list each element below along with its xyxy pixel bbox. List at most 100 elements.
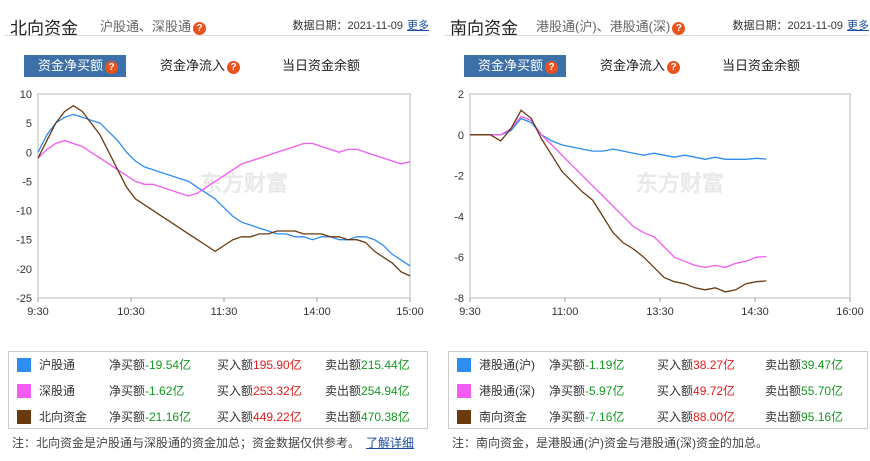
legend-buy: 买入额449.22亿	[217, 410, 302, 424]
y-tick-label: 2	[458, 89, 464, 101]
legend-buy: 买入额49.72亿	[657, 384, 736, 398]
plot-frame	[37, 93, 411, 299]
help-icon[interactable]: ?	[227, 61, 241, 74]
legend-net-buy: 净买额-1.62亿	[109, 384, 185, 398]
help-icon[interactable]: ?	[105, 61, 119, 74]
legend-table: 港股通(沪) 净买额-1.19亿 买入额38.27亿 卖出额39.47亿港股通(深) 净…	[448, 351, 868, 429]
watermark: 东方财富	[636, 171, 724, 196]
y-tick-label: -5	[22, 176, 32, 188]
legend-swatch	[457, 358, 471, 372]
help-icon[interactable]: ?	[545, 61, 559, 74]
y-tick-label: -15	[16, 235, 32, 247]
y-tick-label: -25	[16, 293, 32, 305]
legend-swatch	[17, 384, 31, 398]
series-line-1	[37, 139, 411, 197]
y-tick-label: -8	[454, 293, 464, 305]
panel-title: 南向资金	[450, 19, 518, 38]
panel-title: 北向资金	[10, 19, 78, 38]
x-tick-label: 14:30	[741, 306, 769, 318]
x-tick-label: 9:30	[27, 306, 48, 318]
footnote: 注：北向资金是沪股通与深股通的资金加总；资金数据仅供参考。 了解详细	[12, 436, 415, 450]
tab-net-inflow[interactable]: 资金净流入?	[160, 55, 241, 77]
x-tick-label: 9:30	[459, 306, 480, 318]
legend-row: 港股通(深) 净买额-5.97亿 买入额49.72亿 卖出额55.70亿	[449, 378, 867, 404]
learn-more-link[interactable]: 了解详细	[366, 436, 415, 450]
legend-swatch	[457, 384, 471, 398]
legend-net-buy: 净买额-7.16亿	[549, 410, 625, 424]
series-line-2	[470, 109, 767, 293]
legend-name: 北向资金	[39, 410, 88, 424]
panel-subtitle: 沪股通、深股通?	[100, 16, 207, 35]
x-tick-label: 10:30	[117, 306, 145, 318]
southbound-panel: 南向资金 港股通(沪)、港股通(深)? 数据日期：2021-11-09 更多 资金…	[444, 0, 869, 461]
legend-net-buy: 净买额-1.19亿	[549, 358, 625, 372]
legend-row: 沪股通 净买额-19.54亿 买入额195.90亿 卖出额215.44亿	[9, 352, 427, 378]
tab-bar: 资金净买额? 资金净流入? 当日资金余额	[464, 55, 864, 77]
y-tick-label: 0	[458, 130, 464, 142]
series-line-1	[470, 115, 767, 269]
y-tick-label: 5	[26, 118, 32, 130]
legend-name: 沪股通	[39, 358, 76, 372]
legend-sell: 卖出额39.47亿	[765, 358, 844, 372]
tab-net-inflow[interactable]: 资金净流入?	[600, 55, 681, 77]
legend-row: 北向资金 净买额-21.16亿 买入额449.22亿 卖出额470.38亿	[9, 404, 427, 430]
y-tick-label: -10	[16, 206, 32, 218]
legend-swatch	[457, 410, 471, 424]
y-tick-label: -4	[454, 211, 464, 223]
legend-buy: 买入额88.00亿	[657, 410, 736, 424]
help-icon[interactable]: ?	[672, 22, 686, 35]
legend-net-buy: 净买额-5.97亿	[549, 384, 625, 398]
legend-table: 沪股通 净买额-19.54亿 买入额195.90亿 卖出额215.44亿 深股通 净买额-…	[8, 351, 428, 429]
watermark: 东方财富	[200, 171, 288, 196]
northbound-chart[interactable]: 东方财富 10 5 0 -5 -10 -15 -20 -259:30 10:30 11:30 14:0…	[4, 86, 429, 326]
legend-sell: 卖出额254.94亿	[325, 384, 410, 398]
legend-sell: 卖出额95.16亿	[765, 410, 844, 424]
panel-subtitle: 港股通(沪)、港股通(深)?	[536, 16, 686, 35]
legend-net-buy: 净买额-21.16亿	[109, 410, 192, 424]
southbound-chart[interactable]: 东方财富 2 0 -2 -4 -6 -89:30 11:00 13:30 14:30 16:00	[444, 86, 869, 326]
tab-bar: 资金净买额? 资金净流入? 当日资金余额	[24, 55, 424, 77]
legend-buy: 买入额253.32亿	[217, 384, 302, 398]
legend-net-buy: 净买额-19.54亿	[109, 358, 192, 372]
legend-row: 深股通 净买额-1.62亿 买入额253.32亿 卖出额254.94亿	[9, 378, 427, 404]
legend-name: 港股通(沪)	[479, 358, 535, 372]
y-tick-label: 0	[26, 147, 32, 159]
tab-net-buy[interactable]: 资金净买额?	[24, 55, 127, 77]
legend-name: 港股通(深)	[479, 384, 535, 398]
panel-header: 南向资金 港股通(沪)、港股通(深)? 数据日期：2021-11-09 更多	[444, 6, 869, 38]
y-tick-label: 10	[20, 89, 32, 101]
y-tick-label: -2	[454, 171, 464, 183]
x-tick-label: 14:00	[303, 306, 331, 318]
series-line-2	[37, 104, 411, 277]
y-tick-label: -20	[16, 264, 32, 276]
legend-sell: 卖出额215.44亿	[325, 358, 410, 372]
y-tick-label: -6	[454, 252, 464, 264]
x-tick-label: 13:30	[646, 306, 674, 318]
tab-net-buy[interactable]: 资金净买额?	[464, 55, 567, 77]
tab-balance[interactable]: 当日资金余额	[282, 58, 361, 73]
x-tick-label: 16:00	[836, 306, 864, 318]
legend-swatch	[17, 410, 31, 424]
northbound-panel: 北向资金 沪股通、深股通? 数据日期：2021-11-09 更多 资金净买额? 资…	[4, 0, 429, 461]
legend-name: 深股通	[39, 384, 76, 398]
more-link[interactable]: 更多	[847, 20, 869, 32]
data-date: 数据日期：2021-11-09 更多	[292, 20, 429, 32]
legend-row: 港股通(沪) 净买额-1.19亿 买入额38.27亿 卖出额39.47亿	[449, 352, 867, 378]
x-tick-label: 11:30	[211, 306, 238, 318]
legend-swatch	[17, 358, 31, 372]
panel-header: 北向资金 沪股通、深股通? 数据日期：2021-11-09 更多	[4, 6, 429, 38]
footnote: 注：南向资金，是港股通(沪)资金与港股通(深)资金的加总。	[452, 436, 768, 450]
more-link[interactable]: 更多	[407, 20, 429, 32]
data-date: 数据日期：2021-11-09 更多	[732, 20, 869, 32]
legend-sell: 卖出额55.70亿	[765, 384, 844, 398]
legend-buy: 买入额38.27亿	[657, 358, 736, 372]
legend-sell: 卖出额470.38亿	[325, 410, 410, 424]
x-tick-label: 15:00	[396, 306, 424, 318]
x-tick-label: 11:00	[552, 306, 579, 318]
series-line-0	[470, 117, 767, 160]
legend-buy: 买入额195.90亿	[217, 358, 302, 372]
plot-frame	[469, 93, 851, 299]
tab-balance[interactable]: 当日资金余额	[722, 58, 801, 73]
help-icon[interactable]: ?	[193, 22, 207, 35]
help-icon[interactable]: ?	[667, 61, 681, 74]
